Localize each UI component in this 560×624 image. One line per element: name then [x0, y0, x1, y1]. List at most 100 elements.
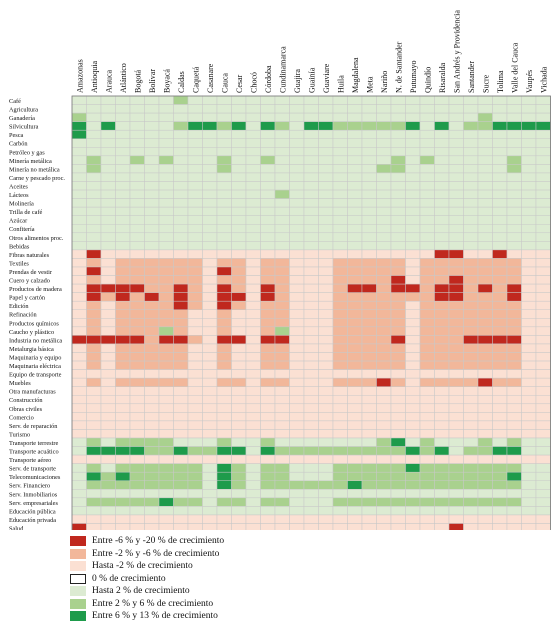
heatmap-cell	[361, 300, 377, 311]
heatmap-cell	[71, 318, 87, 328]
heatmap-cell	[492, 309, 508, 319]
heatmap-cell	[434, 206, 450, 216]
heatmap-cell	[158, 471, 174, 482]
heatmap-cell	[477, 506, 493, 516]
heatmap-cell	[86, 437, 102, 447]
heatmap-cell	[419, 454, 435, 464]
heatmap-cell	[100, 164, 116, 174]
heatmap-cell	[419, 523, 435, 530]
heatmap-cell	[419, 147, 435, 157]
heatmap-cell	[448, 300, 464, 311]
heatmap-cell	[347, 138, 363, 148]
heatmap-cell	[216, 335, 232, 345]
heatmap-cell	[86, 403, 102, 413]
heatmap-cell	[376, 309, 392, 319]
heatmap-cell	[332, 454, 348, 464]
heatmap-cell	[347, 523, 363, 530]
heatmap-cell	[376, 335, 392, 345]
heatmap-cell	[521, 412, 537, 422]
heatmap-cell	[173, 395, 189, 405]
row-label: Serv. de transporte	[9, 466, 56, 473]
heatmap-cell	[173, 463, 189, 473]
heatmap-cell	[129, 318, 145, 328]
heatmap-cell	[86, 446, 102, 456]
heatmap-cell	[144, 266, 160, 276]
heatmap-cell	[245, 454, 261, 464]
heatmap-cell	[434, 95, 450, 105]
heatmap-cell	[492, 377, 508, 387]
heatmap-cell	[245, 497, 261, 507]
heatmap-cell	[405, 224, 421, 234]
heatmap-cell	[361, 232, 377, 242]
heatmap-cell	[231, 172, 247, 182]
heatmap-cell	[274, 386, 290, 396]
grid-border	[71, 95, 551, 530]
heatmap-cell	[390, 506, 406, 516]
heatmap-cell	[419, 164, 435, 174]
heatmap-cell	[477, 258, 493, 268]
heatmap-cell	[129, 403, 145, 413]
heatmap-cell	[492, 454, 508, 464]
heatmap-cell	[347, 420, 363, 430]
heatmap-cell	[158, 395, 174, 405]
heatmap-cell	[419, 360, 435, 370]
heatmap-cell	[100, 155, 116, 165]
heatmap-cell	[361, 429, 377, 439]
heatmap-cell	[434, 437, 450, 447]
heatmap-cell	[71, 360, 87, 370]
heatmap-cell	[274, 241, 290, 251]
legend-swatch	[70, 598, 86, 609]
heatmap-cell	[419, 189, 435, 199]
heatmap-cell	[419, 403, 435, 413]
heatmap-cell	[376, 241, 392, 251]
heatmap-cell	[216, 497, 232, 507]
heatmap-cell	[260, 412, 276, 422]
heatmap-cell	[521, 300, 537, 311]
heatmap-cell	[202, 343, 218, 353]
heatmap-cell	[492, 403, 508, 413]
heatmap-cell	[158, 318, 174, 328]
heatmap-cell	[100, 283, 116, 293]
heatmap-cell	[347, 181, 363, 191]
heatmap-cell	[216, 147, 232, 157]
heatmap-cell	[332, 446, 348, 456]
heatmap-cell	[463, 335, 479, 345]
heatmap-cell	[158, 95, 174, 105]
heatmap-cell	[158, 403, 174, 413]
heatmap-cell	[216, 326, 232, 336]
heatmap-cell	[187, 112, 203, 122]
heatmap-cell	[216, 215, 232, 225]
heatmap-cell	[158, 266, 174, 276]
heatmap-cell	[376, 446, 392, 456]
heatmap-cell	[477, 249, 493, 259]
row-label: Muebles	[9, 380, 31, 387]
heatmap-cell	[289, 164, 305, 174]
heatmap-cell	[477, 181, 493, 191]
heatmap-cell	[187, 420, 203, 430]
heatmap-cell	[231, 138, 247, 148]
heatmap-cell	[71, 198, 87, 208]
heatmap-cell	[405, 138, 421, 148]
heatmap-cell	[289, 412, 305, 422]
heatmap-cell	[100, 489, 116, 499]
heatmap-cell	[71, 335, 87, 345]
heatmap-cell	[521, 292, 537, 302]
heatmap-cell	[202, 138, 218, 148]
heatmap-cell	[202, 412, 218, 422]
heatmap-cell	[216, 232, 232, 242]
heatmap-cell	[274, 335, 290, 345]
heatmap-cell	[129, 335, 145, 345]
heatmap-cell	[260, 95, 276, 105]
heatmap-cell	[100, 386, 116, 396]
heatmap-cell	[86, 258, 102, 268]
heatmap-cell	[492, 429, 508, 439]
heatmap-cell	[506, 104, 522, 114]
heatmap-cell	[231, 275, 247, 285]
heatmap-cell	[158, 155, 174, 165]
heatmap-cell	[448, 437, 464, 447]
heatmap-cell	[477, 241, 493, 251]
column-label: Putumayo	[409, 61, 418, 93]
heatmap-cell	[115, 300, 131, 311]
heatmap-cell	[144, 232, 160, 242]
heatmap-cell	[347, 292, 363, 302]
